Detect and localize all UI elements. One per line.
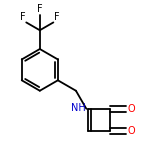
Text: F: F bbox=[20, 12, 26, 22]
Text: F: F bbox=[54, 12, 60, 22]
Text: O: O bbox=[127, 104, 135, 114]
Text: F: F bbox=[37, 4, 43, 14]
Text: O: O bbox=[127, 126, 135, 136]
Text: NH: NH bbox=[71, 103, 86, 113]
